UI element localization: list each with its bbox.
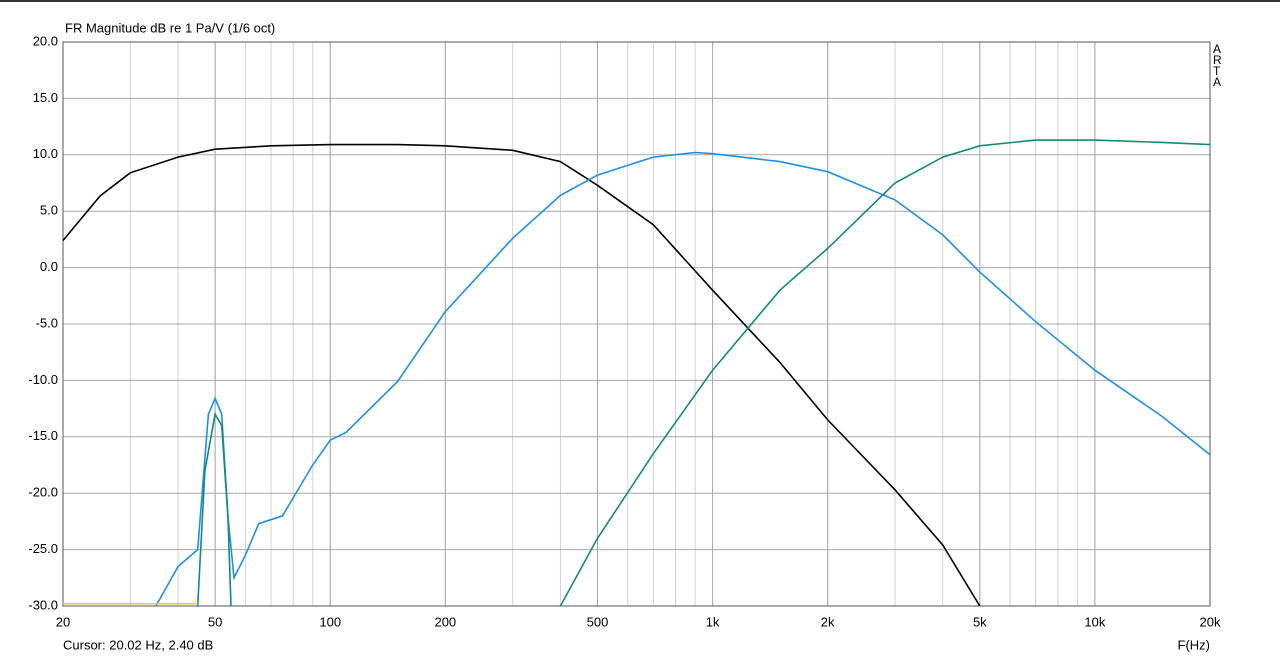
series-line <box>155 151 1211 607</box>
y-tick-label: 0.0 <box>40 259 58 274</box>
cursor-readout: Cursor: 20.02 Hz, 2.40 dB <box>63 637 213 652</box>
y-tick-label: 10.0 <box>33 146 58 161</box>
y-tick-label: -10.0 <box>28 372 58 387</box>
y-tick-label: -5.0 <box>36 315 58 330</box>
side-label: ARTA <box>1213 42 1222 89</box>
y-tick-label: -20.0 <box>28 485 58 500</box>
y-tick-label: 5.0 <box>40 203 58 218</box>
y-tick-label: -25.0 <box>28 541 58 556</box>
x-tick-label: 20 <box>56 614 70 629</box>
x-axis-label: F(Hz) <box>1178 637 1211 652</box>
x-tick-label: 2k <box>821 614 835 629</box>
x-tick-label: 50 <box>208 614 222 629</box>
x-tick-label: 200 <box>434 614 456 629</box>
x-tick-label: 100 <box>319 614 341 629</box>
chart-title: FR Magnitude dB re 1 Pa/V (1/6 oct) <box>65 20 275 35</box>
plot-frame <box>62 41 1211 607</box>
x-tick-label: 1k <box>706 614 720 629</box>
y-tick-label: -15.0 <box>28 428 58 443</box>
series-line <box>196 411 232 607</box>
x-tick-label: 10k <box>1084 614 1105 629</box>
x-tick-label: 500 <box>587 614 609 629</box>
series-line <box>559 139 1211 607</box>
y-tick-label: 15.0 <box>33 90 58 105</box>
x-tick-label: 20k <box>1200 614 1221 629</box>
y-tick-label: 20.0 <box>33 33 58 48</box>
y-tick-label: -30.0 <box>28 597 58 612</box>
series-line <box>62 143 981 607</box>
x-tick-label: 5k <box>973 614 987 629</box>
